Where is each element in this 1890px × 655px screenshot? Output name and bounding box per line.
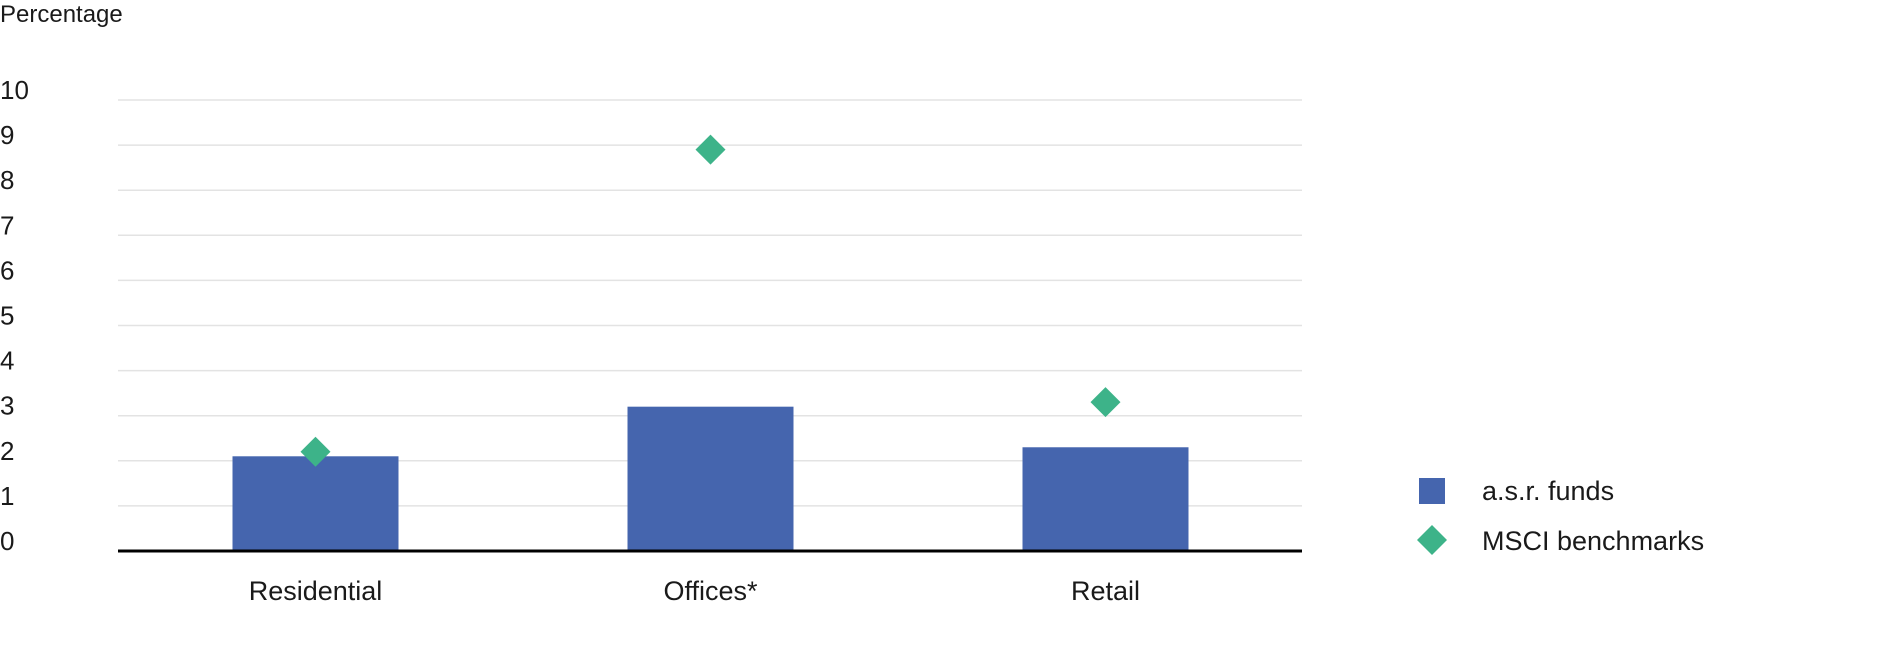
y-tick-label: 10 bbox=[0, 75, 29, 105]
x-tick-label: Offices* bbox=[663, 576, 758, 606]
y-tick-label: 1 bbox=[0, 481, 14, 511]
y-axis-ticks: 0 1 2 3 4 5 6 7 8 9 10 bbox=[0, 75, 29, 556]
bar bbox=[232, 456, 399, 551]
x-axis-labels: Residential Offices* Retail bbox=[249, 576, 1140, 606]
y-tick-label: 2 bbox=[0, 436, 14, 466]
diamond-marker bbox=[300, 436, 331, 467]
legend: a.s.r. funds MSCI benchmarks bbox=[1417, 476, 1704, 556]
bar bbox=[627, 406, 794, 551]
x-tick-label: Retail bbox=[1071, 576, 1140, 606]
marker-series bbox=[300, 134, 1121, 467]
y-tick-label: 8 bbox=[0, 165, 14, 195]
legend-swatch-diamond bbox=[1417, 525, 1447, 555]
legend-label: a.s.r. funds bbox=[1482, 476, 1614, 506]
diamond-marker bbox=[1090, 387, 1121, 418]
diamond-marker bbox=[695, 134, 726, 165]
legend-label: MSCI benchmarks bbox=[1482, 526, 1704, 556]
y-tick-label: 0 bbox=[0, 526, 14, 556]
y-tick-label: 4 bbox=[0, 346, 14, 376]
y-tick-label: 7 bbox=[0, 210, 14, 240]
y-tick-label: 3 bbox=[0, 391, 14, 421]
bar-series bbox=[232, 406, 1189, 551]
y-tick-label: 5 bbox=[0, 301, 14, 331]
x-tick-label: Residential bbox=[249, 576, 383, 606]
y-tick-label: 6 bbox=[0, 255, 14, 285]
y-tick-label: 9 bbox=[0, 120, 14, 150]
legend-swatch-bar bbox=[1419, 478, 1445, 504]
bar bbox=[1022, 447, 1189, 551]
y-axis-title: Percentage bbox=[0, 1, 123, 28]
